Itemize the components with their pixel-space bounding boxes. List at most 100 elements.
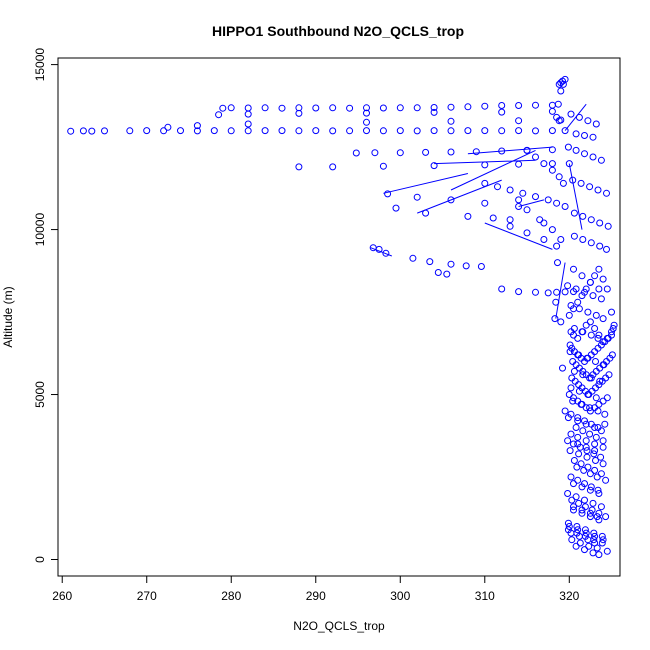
data-point [592,394,600,402]
data-point [592,457,599,464]
data-point [67,127,75,135]
data-point [564,143,572,151]
data-point [555,173,563,181]
data-point [329,163,337,171]
data-point [567,529,575,537]
data-point [101,127,108,135]
data-point [88,127,96,135]
data-point [515,102,523,109]
plot-frame [57,57,621,577]
data-point [559,364,566,372]
data-point [278,127,286,135]
data-point [532,288,539,296]
data-point [532,101,539,109]
data-point [577,179,585,187]
data-point [581,526,589,534]
data-point [581,496,588,504]
data-point [586,404,594,412]
y-tick-label: 5000 [33,381,47,408]
data-point [278,104,286,112]
data-point [568,536,576,544]
data-point [599,460,607,468]
data-point [532,127,539,135]
data-point [587,216,595,224]
data-point [506,222,514,230]
data-point [244,120,252,128]
data-point [589,499,597,507]
data-point [379,127,387,135]
data-point [312,127,320,135]
data-point [585,542,593,550]
data-point [567,110,575,118]
data-point [567,473,575,481]
data-point [569,358,577,365]
data-point [494,183,501,191]
data-point [392,204,400,212]
x-tick-label: 270 [137,589,157,603]
data-point [573,463,581,471]
data-point [561,288,569,296]
data-point [540,219,548,227]
data-point [586,470,594,478]
data-point [574,417,582,425]
data-point [548,101,556,109]
data-point [329,104,337,112]
data-point [591,539,599,547]
x-axis-label: N2O_QCLS_trop [293,619,385,633]
data-point [498,285,506,293]
data-point [382,249,390,257]
data-point [572,493,580,501]
data-point [554,259,561,267]
data-point [515,288,523,296]
data-point [574,433,582,441]
data-point [565,391,573,398]
data-point [581,132,588,139]
data-point [582,529,590,537]
data-point [544,196,552,204]
data-point [574,476,582,484]
data-point [295,109,303,117]
data-point [532,193,539,201]
data-point [536,216,544,224]
data-point [591,348,599,356]
data-point [430,162,438,170]
data-point [601,420,609,428]
data-point [413,127,421,135]
data-point [596,219,604,227]
data-point [79,127,87,135]
data-point [352,149,360,157]
data-point [586,513,594,521]
data-point [447,196,455,204]
data-point [574,298,582,306]
series-line-segment [450,149,536,191]
y-tick-label: 15000 [33,48,47,82]
data-point [575,305,583,313]
data-point [578,506,586,514]
data-point [409,254,417,262]
data-point [193,127,201,135]
data-point [591,325,599,332]
data-point [244,127,252,135]
data-point [396,149,404,157]
series-line-segment [518,199,545,207]
data-point [582,437,590,445]
data-point [595,516,603,524]
data-point [575,532,583,540]
data-point [592,358,599,365]
data-point [575,499,583,507]
data-point [447,148,455,156]
data-point [548,226,556,234]
data-point [572,146,580,154]
data-point [597,470,605,478]
data-point [551,315,559,323]
data-point [261,127,269,135]
data-point [589,549,597,557]
data-point [559,179,567,187]
data-point [481,199,489,207]
data-point [582,285,590,293]
data-point [610,321,618,329]
data-point [426,258,434,266]
data-point [593,473,601,481]
data-point [579,212,587,220]
